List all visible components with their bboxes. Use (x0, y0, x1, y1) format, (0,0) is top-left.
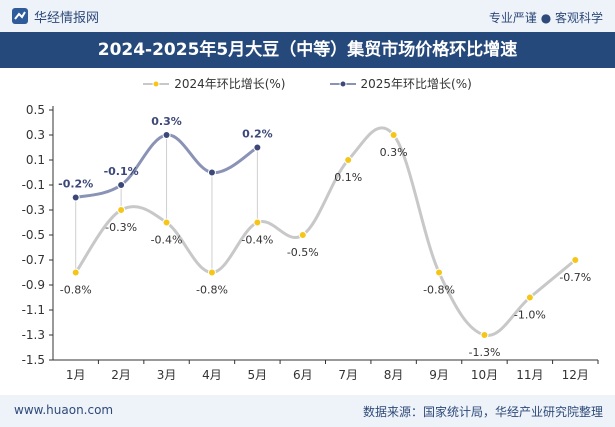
y-tick-label: -0.3 (22, 203, 45, 217)
series-2024-point (162, 218, 171, 227)
series-2024-point (389, 131, 398, 139)
series-2025-point (162, 131, 171, 139)
series-2024-line (74, 126, 577, 337)
series-2025-label: -0.2% (58, 178, 93, 191)
series-2024-label: -0.8% (196, 284, 228, 297)
x-tick-label: 7月 (338, 368, 358, 382)
brand[interactable]: 华经情报网 (11, 7, 100, 26)
y-tick-label: -0.9 (22, 278, 45, 292)
series-2024-label: -0.7% (559, 271, 591, 284)
legend-item-2024[interactable]: 2024年环比增长(%) (143, 75, 286, 92)
series-2025-label: 0.2% (242, 128, 273, 141)
x-tick-label: 2月 (111, 368, 131, 382)
series-2025-point (71, 193, 80, 202)
series-2024-label: -1.3% (468, 346, 500, 359)
series-2024-point (207, 268, 216, 277)
top-banner: 华经情报网 专业严谨 ● 客观科学 (0, 0, 615, 32)
series-2024-point (435, 268, 444, 277)
x-tick-label: 3月 (157, 368, 177, 382)
y-tick-label: 0.3 (26, 128, 45, 142)
series-2024-label: -0.8% (423, 284, 455, 297)
x-tick-label: 5月 (248, 368, 268, 382)
x-tick-label: 9月 (429, 368, 449, 382)
y-tick-label: 0.5 (26, 103, 45, 117)
chart-title: 2024-2025年5月大豆（中等）集贸市场价格环比增速 (0, 32, 615, 68)
x-tick-label: 10月 (471, 368, 498, 382)
series-2024-label: -0.3% (105, 221, 137, 234)
series-2024-label: -0.5% (287, 246, 319, 259)
y-tick-label: -1.1 (22, 303, 45, 317)
x-tick-label: 4月 (202, 368, 222, 382)
series-2024-point (117, 206, 126, 214)
legend: 2024年环比增长(%) 2025年环比增长(%) (0, 75, 615, 92)
series-2024-label: -0.4% (151, 234, 183, 247)
series-2025-label: 0.3% (151, 115, 182, 128)
y-tick-label: -1.5 (22, 353, 45, 367)
series-2025-point (253, 143, 262, 152)
tagline: 专业严谨 ● 客观科学 (488, 11, 603, 25)
series-2024-point (71, 268, 80, 277)
x-tick-label: 11月 (516, 368, 543, 382)
legend-swatch-2025 (329, 80, 356, 87)
legend-item-2025[interactable]: 2025年环比增长(%) (329, 75, 472, 92)
series-2024-point (253, 218, 262, 227)
x-tick-label: 1月 (66, 368, 86, 382)
y-tick-label: 0.1 (26, 153, 45, 167)
series-2024-label: -0.8% (60, 284, 92, 297)
series-2024-label: 0.3% (380, 146, 408, 159)
footer: www.huaon.com 数据来源：国家统计局，华经产业研究院整理 (0, 395, 615, 427)
y-tick-label: -0.7 (22, 253, 45, 267)
y-tick-label: -0.5 (22, 228, 45, 242)
y-tick-label: -1.3 (22, 328, 45, 342)
series-2025-label: -0.1% (104, 165, 139, 178)
logo-icon (12, 8, 28, 24)
x-tick-label: 12月 (562, 368, 589, 382)
brand-name: 华经情报网 (34, 10, 100, 26)
series-2025-point (117, 181, 126, 189)
legend-swatch-2024 (143, 80, 170, 87)
series-2024-point (298, 231, 307, 239)
series-2024-label: -0.4% (241, 234, 273, 247)
y-tick-label: -0.1 (22, 178, 45, 192)
x-tick-label: 8月 (384, 368, 404, 382)
x-tick-label: 6月 (293, 368, 313, 382)
line-chart: 0.5 0.3 0.1 -0.1 -0.3 -0.5 -0.7 -0.9 -1.1 -1.3 -1.… (22, 103, 599, 382)
legend-label-2025: 2025年环比增长(%) (360, 77, 472, 91)
footer-url[interactable]: www.huaon.com (14, 403, 114, 417)
series-2024-label: 0.1% (334, 171, 362, 184)
series-2024-point (344, 156, 353, 164)
series-2024-label: -1.0% (514, 309, 546, 322)
legend-label-2024: 2024年环比增长(%) (174, 77, 286, 91)
footer-source: 数据来源：国家统计局，华经产业研究院整理 (362, 405, 603, 419)
series-2024-point (480, 331, 489, 339)
series-2024-point (525, 293, 534, 302)
series-2024-point (571, 256, 580, 264)
series-2025-point (207, 168, 216, 177)
